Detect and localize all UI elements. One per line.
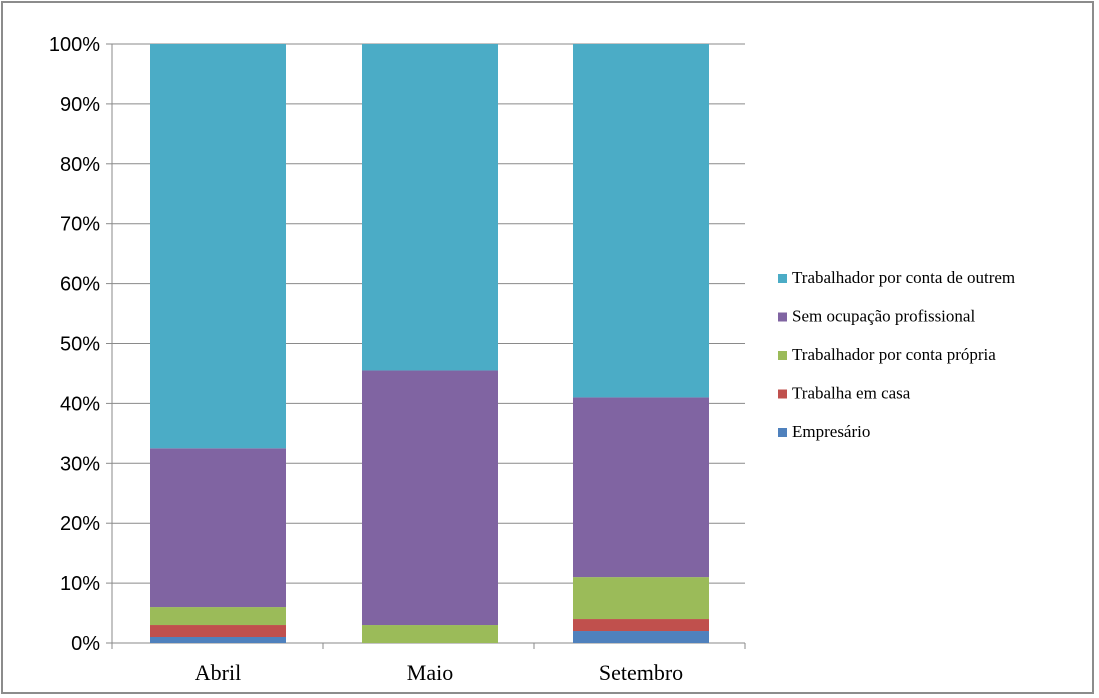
y-tick-label: 90% xyxy=(60,94,100,116)
legend-label: Trabalhador por conta própria xyxy=(792,345,996,364)
legend-swatch xyxy=(778,312,787,322)
y-tick-label: 70% xyxy=(60,214,100,236)
bar-segment xyxy=(573,631,709,643)
legend-swatch xyxy=(778,274,787,283)
y-tick-label: 10% xyxy=(60,573,100,595)
legend-swatch xyxy=(778,351,787,360)
bar-segment xyxy=(150,625,286,638)
y-tick-label: 60% xyxy=(60,274,100,296)
bar-segment xyxy=(150,448,286,608)
legend-label: Sem ocupação profissional xyxy=(792,307,975,326)
y-tick-label: 100% xyxy=(49,34,100,56)
bar-segment xyxy=(150,607,286,626)
bar-segment xyxy=(362,370,498,626)
bar-segment xyxy=(362,44,498,371)
bar-segment xyxy=(150,44,286,449)
bar-segment xyxy=(362,625,498,643)
legend-swatch xyxy=(778,428,787,437)
y-tick-label: 20% xyxy=(60,513,100,535)
bar-segment xyxy=(573,397,709,578)
legend-label: Empresário xyxy=(792,422,870,441)
y-tick-label: 40% xyxy=(60,393,100,415)
tick-labels: 0% 10% 20% 30% 40% 50% 60% 70% 80% 90% 100% Abril Ma… xyxy=(49,34,683,685)
bar-segment xyxy=(573,619,709,632)
x-category-label: Abril xyxy=(195,660,241,685)
x-category-label: Setembro xyxy=(599,660,683,685)
y-tick-label: 50% xyxy=(60,334,100,356)
legend: Trabalhador por conta de outrem Sem ocupa… xyxy=(778,268,1015,441)
legend-label: Trabalha em casa xyxy=(792,384,911,403)
bars xyxy=(150,44,709,643)
y-tick-label: 0% xyxy=(71,633,100,655)
x-category-label: Maio xyxy=(407,660,453,685)
y-tick-label: 80% xyxy=(60,154,100,176)
legend-swatch xyxy=(778,389,787,399)
bar-segment xyxy=(573,577,709,620)
bar-segment xyxy=(573,44,709,398)
bar-segment xyxy=(150,637,286,643)
y-tick-label: 30% xyxy=(60,453,100,475)
legend-label: Trabalhador por conta de outrem xyxy=(792,268,1015,287)
